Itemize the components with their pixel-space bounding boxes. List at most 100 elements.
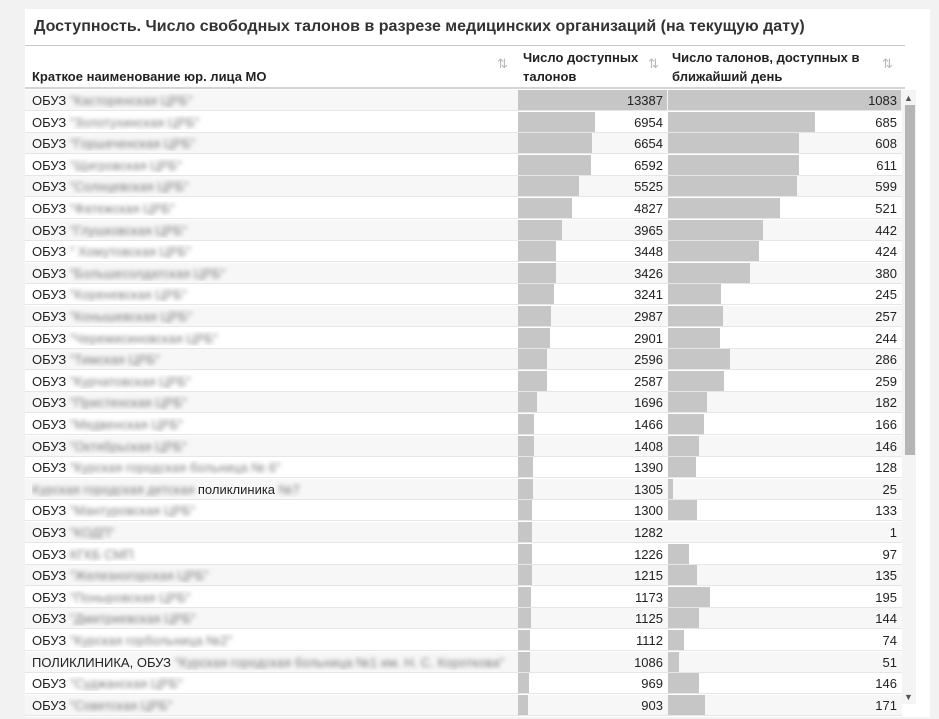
table-row[interactable]: ОБУЗ "Медвенская ЦРБ" 1466 166 — [25, 414, 902, 435]
available-cell-bar — [518, 349, 547, 370]
nearest-cell: 685 — [668, 111, 901, 132]
table-body[interactable]: ОБУЗ "Касторенская ЦРБ" 13387 1083 ОБУЗ "Зо… — [25, 90, 902, 717]
available-cell-value: 3965 — [634, 222, 663, 238]
table-row[interactable]: ОБУЗ "Железногорская ЦРБ" 1215 135 — [25, 565, 902, 587]
table-row[interactable]: ОБУЗ "Курская горбольница №2" 1112 74 — [25, 630, 902, 651]
table-row[interactable]: ОБУЗ "Курчатовская ЦРБ" 2587 259 — [25, 370, 902, 392]
table-row[interactable]: ОБУЗ "Тимская ЦРБ" 2596 286 — [25, 349, 902, 371]
nearest-cell: 25 — [668, 478, 901, 499]
table-row[interactable]: ОБУЗ "Кореневская ЦРБ" 3241 245 — [25, 284, 902, 306]
table-row[interactable]: ПОЛИКЛИНИКА, ОБУЗ "Курская городская бол… — [25, 651, 902, 673]
nearest-cell-bar — [668, 478, 673, 499]
nearest-cell: 146 — [668, 435, 901, 456]
nearest-cell-value: 146 — [875, 676, 897, 692]
column-header-nearest[interactable]: Число талонов, доступных в ближайший ден… — [668, 47, 902, 95]
table-row[interactable]: ОБУЗ "КОДП" 1282 1 — [25, 522, 902, 543]
column-header-available[interactable]: Число доступных талонов ⇅ — [518, 47, 667, 95]
available-cell-value: 4827 — [634, 201, 663, 216]
available-cell: 1390 — [518, 457, 667, 478]
table-row[interactable]: ОБУЗ " Хомутовская ЦРБ" 3448 424 — [25, 241, 902, 263]
table-row[interactable]: ОБУЗ "Дмитриевская ЦРБ" 1125 144 — [25, 608, 902, 630]
table-row[interactable]: ОБУЗ "Горшеченская ЦРБ" 6654 608 — [25, 133, 902, 155]
available-cell-bar — [518, 219, 562, 240]
sort-icon[interactable]: ⇅ — [648, 56, 659, 71]
table-row[interactable]: ОБУЗ "Солнцевская ЦРБ" 5525 599 — [25, 176, 902, 198]
org-name-text: поликлиника — [197, 481, 276, 497]
redacted-text: "Конышевская ЦРБ" — [69, 309, 192, 324]
table-row[interactable]: ОБУЗ "Октябрьская ЦРБ" 1408 146 — [25, 435, 902, 457]
table-row[interactable]: ОБУЗ "Курская городская больница № 6" 139… — [25, 457, 902, 479]
nearest-cell: 245 — [668, 284, 901, 305]
nearest-cell-value: 25 — [882, 481, 897, 497]
sort-icon[interactable]: ⇅ — [497, 56, 508, 71]
available-cell-value: 5525 — [634, 179, 663, 195]
table-row[interactable]: Курская городская детская поликлиника №7… — [25, 478, 902, 500]
available-cell-value: 3426 — [634, 265, 663, 281]
available-cell-bar — [518, 478, 533, 499]
nearest-cell: 144 — [668, 608, 901, 629]
scroll-down-arrow-icon[interactable]: ▼ — [904, 692, 913, 702]
available-cell-bar — [518, 392, 537, 413]
nearest-cell: 74 — [668, 630, 901, 650]
table-row[interactable]: ОБУЗ "Пристенская ЦРБ" 1696 182 — [25, 392, 902, 414]
sort-icon[interactable]: ⇅ — [882, 56, 893, 71]
nearest-cell-bar — [668, 327, 720, 348]
available-cell-value: 1305 — [634, 481, 663, 497]
nearest-cell-bar — [668, 154, 799, 175]
scroll-up-arrow-icon[interactable]: ▲ — [904, 93, 913, 103]
table-row[interactable]: ОБУЗ "Черемисиновская ЦРБ" 2901 244 — [25, 327, 902, 349]
nearest-cell: 133 — [668, 500, 901, 521]
table-row[interactable]: ОБУЗ "Фатежская ЦРБ" 4827 521 — [25, 198, 902, 219]
org-name-text: ОБУЗ — [32, 352, 67, 368]
available-cell-bar — [518, 370, 547, 391]
available-cell-value: 2901 — [634, 330, 663, 346]
nearest-cell-value: 259 — [875, 373, 897, 389]
available-cell-bar — [518, 435, 534, 456]
available-cell-bar — [518, 565, 532, 586]
nearest-cell-bar — [668, 284, 721, 305]
available-cell: 6654 — [518, 133, 667, 154]
org-name-text: ОБУЗ — [32, 93, 67, 108]
table-row[interactable]: ОБУЗ "Советская ЦРБ" 903 171 — [25, 694, 902, 716]
available-cell: 1305 — [518, 478, 667, 499]
table-row[interactable]: ОБУЗ "Мантуровская ЦРБ" 1300 133 — [25, 500, 902, 522]
available-cell-bar — [518, 306, 551, 326]
org-name-cell: ОБУЗ " Хомутовская ЦРБ" — [32, 244, 512, 259]
nearest-cell-value: 171 — [875, 697, 897, 713]
org-name-text: ОБУЗ — [32, 309, 67, 324]
table-row[interactable]: ОБУЗ КГКБ СМП 1226 97 — [25, 543, 902, 565]
scrollbar-thumb[interactable] — [905, 105, 915, 455]
available-cell: 3426 — [518, 262, 667, 283]
table-row[interactable]: ОБУЗ "Щигровская ЦРБ" 6592 611 — [25, 154, 902, 176]
table-row[interactable]: ОБУЗ "Касторенская ЦРБ" 13387 1083 — [25, 90, 902, 111]
nearest-cell-value: 97 — [882, 546, 897, 562]
column-header-name-label: Краткое наименование юр. лица МО — [32, 69, 267, 84]
table-row[interactable]: ОБУЗ "Поныровская ЦРБ" 1173 195 — [25, 586, 902, 608]
table-row[interactable]: ОБУЗ "Глушковская ЦРБ" 3965 442 — [25, 219, 902, 241]
available-cell-value: 969 — [641, 676, 663, 692]
org-name-text: ОБУЗ — [32, 525, 67, 540]
nearest-cell-bar — [668, 370, 724, 391]
redacted-text: "Октябрьская ЦРБ" — [69, 438, 187, 454]
redacted-text: "КОДП" — [69, 525, 115, 540]
org-name-cell: ОБУЗ "Курчатовская ЦРБ" — [32, 374, 512, 389]
available-cell: 1300 — [518, 500, 667, 521]
nearest-cell-value: 51 — [882, 654, 897, 670]
nearest-cell-bar — [668, 435, 699, 456]
nearest-cell: 1 — [668, 522, 901, 542]
nearest-cell-bar — [668, 306, 723, 326]
org-name-cell: ОБУЗ "Щигровская ЦРБ" — [32, 158, 512, 173]
column-header-name[interactable]: Краткое наименование юр. лица МО ⇅ — [25, 47, 518, 95]
nearest-cell-value: 128 — [875, 460, 897, 476]
org-name-cell: ОБУЗ "Солнцевская ЦРБ" — [32, 179, 512, 194]
table-row[interactable]: ОБУЗ "Золотухинская ЦРБ" 6954 685 — [25, 111, 902, 133]
table-row[interactable]: ОБУЗ "Конышевская ЦРБ" 2987 257 — [25, 306, 902, 327]
nearest-cell-bar — [668, 349, 730, 370]
table-row[interactable]: ОБУЗ "Суджанская ЦРБ" 969 146 — [25, 673, 902, 695]
title-divider — [25, 45, 905, 46]
available-cell-value: 1696 — [634, 395, 663, 411]
table-row[interactable]: ОБУЗ "Большесолдатская ЦРБ" 3426 380 — [25, 262, 902, 284]
available-cell-value: 1086 — [634, 654, 663, 670]
available-cell-value: 2987 — [634, 309, 663, 324]
nearest-cell: 257 — [668, 306, 901, 326]
